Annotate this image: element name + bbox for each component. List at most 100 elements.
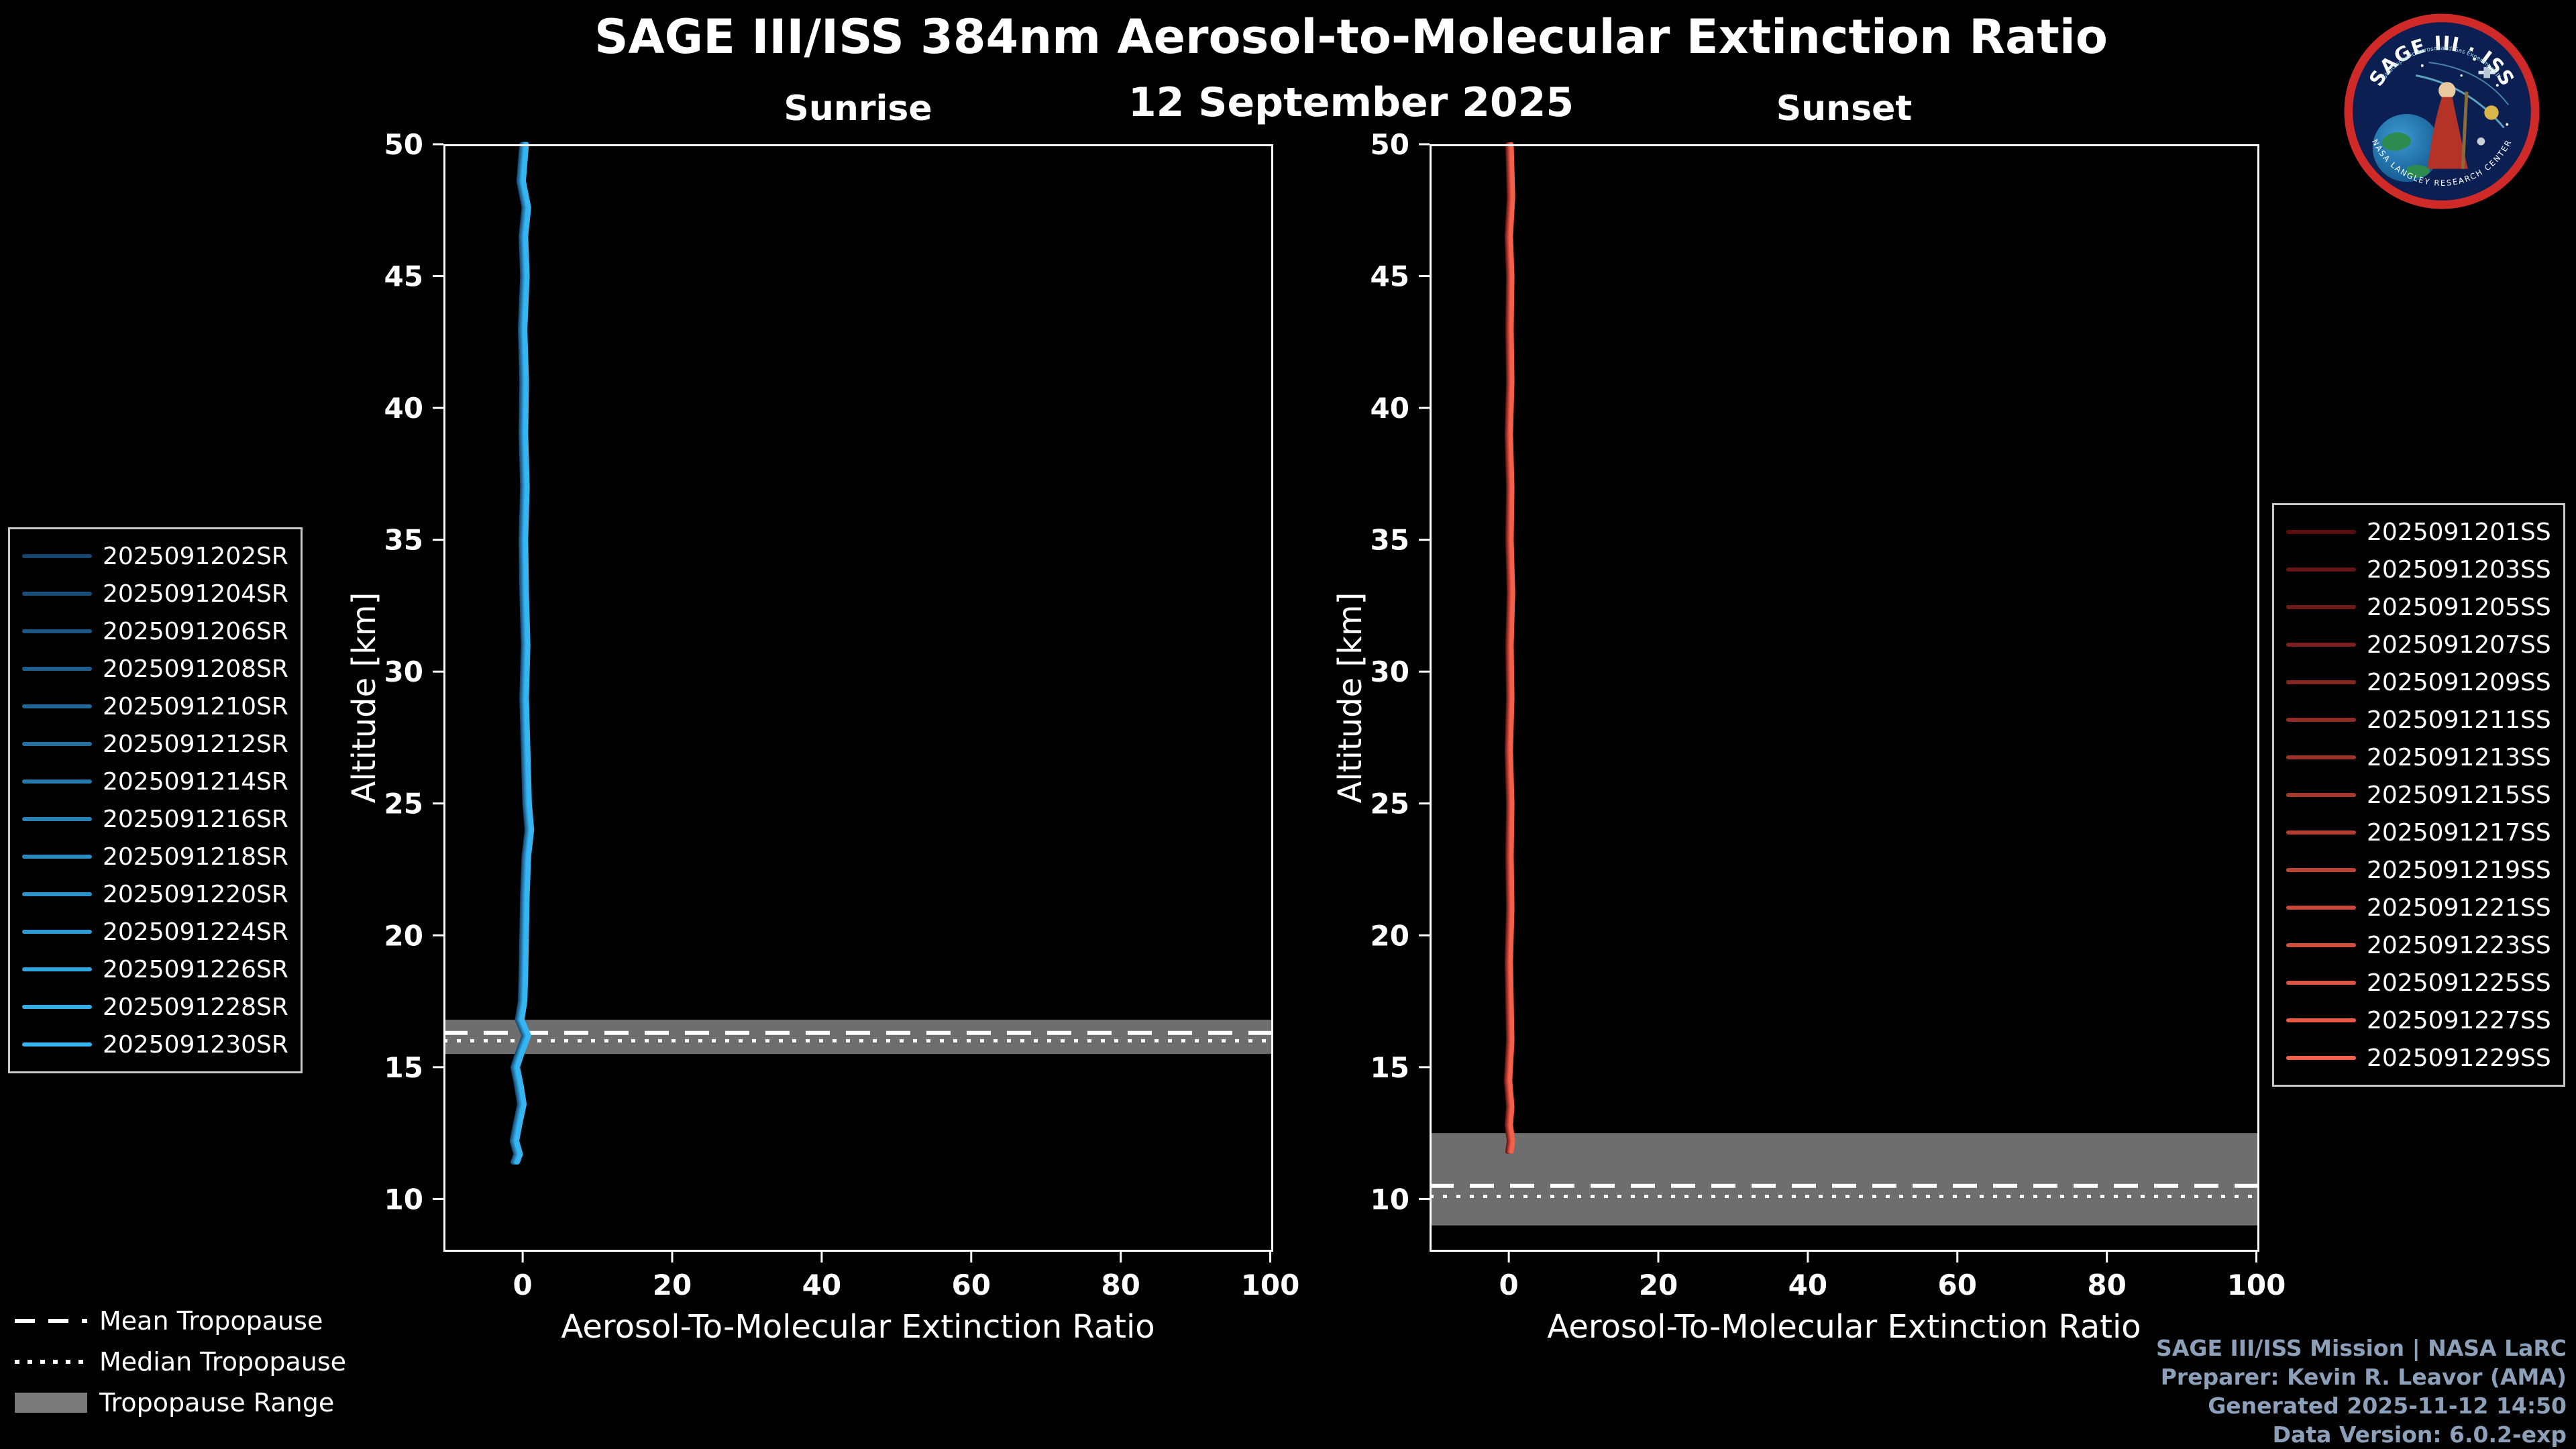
tropopause-range-band bbox=[1430, 1133, 2259, 1226]
legend-item: 2025091224SR bbox=[22, 913, 288, 951]
x-tick-label: 60 bbox=[952, 1269, 991, 1301]
legend-line-swatch bbox=[22, 742, 92, 746]
legend-item: 2025091204SR bbox=[22, 575, 288, 612]
x-tick-label: 20 bbox=[653, 1269, 692, 1301]
legend-line-swatch bbox=[22, 704, 92, 708]
legend-line-swatch bbox=[22, 667, 92, 671]
legend-label: 2025091208SR bbox=[103, 655, 288, 683]
credit-line: Generated 2025-11-12 14:50 bbox=[2208, 1393, 2567, 1419]
figure-title: SAGE III/ISS 384nm Aerosol-to-Molecular … bbox=[594, 9, 2108, 64]
legend-line-swatch bbox=[22, 554, 92, 558]
profile-line-2025091229SS bbox=[1508, 142, 1515, 1154]
panel-title-sunrise: Sunrise bbox=[784, 89, 932, 129]
plot-svg-sunrise: 0 20 40 60 80 100 10 15 20 25 30 35 40 45 50 bbox=[384, 128, 1300, 1301]
earth-landmass bbox=[2406, 164, 2430, 178]
y-tick-label: 40 bbox=[1371, 392, 1409, 425]
legend-item: 2025091210SR bbox=[22, 688, 288, 725]
y-tick-label: 30 bbox=[1371, 655, 1409, 688]
legend-line-swatch bbox=[2286, 1056, 2356, 1060]
x-axis-label-sunset: Aerosol-To-Molecular Extinction Ratio bbox=[1547, 1308, 2141, 1346]
star-icon bbox=[2420, 64, 2424, 67]
legend-line-swatch bbox=[2286, 906, 2356, 910]
y-tick-label: 40 bbox=[384, 392, 423, 425]
legend-label: 2025091225SS bbox=[2367, 969, 2551, 997]
y-tick-label: 25 bbox=[1371, 788, 1409, 820]
tropopause-legend-label: Mean Tropopause bbox=[99, 1305, 323, 1336]
legend-line-swatch bbox=[2286, 718, 2356, 722]
y-tick-label: 10 bbox=[1371, 1183, 1409, 1216]
legend-item: 2025091218SR bbox=[22, 838, 288, 875]
y-tick-label: 45 bbox=[384, 260, 423, 293]
legend-item: 2025091226SR bbox=[22, 951, 288, 988]
iss-icon bbox=[2478, 66, 2496, 78]
legend-line-swatch bbox=[22, 892, 92, 896]
median-tropopause-swatch bbox=[15, 1359, 87, 1364]
legend-label: 2025091214SR bbox=[103, 767, 288, 796]
legend-line-swatch bbox=[22, 967, 92, 971]
legend-label: 2025091216SR bbox=[103, 805, 288, 833]
sunrise-legend: 2025091202SR 2025091204SR 2025091206SR 2025… bbox=[8, 527, 303, 1073]
y-tick-label: 35 bbox=[384, 524, 423, 557]
earth-landmass bbox=[2381, 131, 2411, 151]
legend-line-swatch bbox=[22, 1005, 92, 1009]
sage-iss-logo: SAGE III · ISS Stratospheric Aerosol and… bbox=[2344, 13, 2540, 209]
legend-label: 2025091203SS bbox=[2367, 555, 2551, 584]
legend-label: 2025091202SR bbox=[103, 542, 288, 570]
legend-item: 2025091213SS bbox=[2286, 739, 2551, 776]
axes-frame bbox=[443, 144, 1273, 1252]
legend-line-swatch bbox=[2286, 568, 2356, 572]
tropopause-legend-label: Median Tropopause bbox=[99, 1346, 346, 1377]
x-tick-label: 0 bbox=[513, 1269, 533, 1301]
y-tick-label: 30 bbox=[384, 655, 423, 688]
legend-label: 2025091220SR bbox=[103, 880, 288, 908]
legend-label: 2025091207SS bbox=[2367, 631, 2551, 659]
legend-label: 2025091217SS bbox=[2367, 818, 2551, 847]
legend-item: 2025091209SS bbox=[2286, 663, 2551, 701]
legend-line-swatch bbox=[2286, 943, 2356, 947]
tropopause-range-band bbox=[443, 1020, 1273, 1055]
sage-iss-logo-badge: SAGE III · ISS Stratospheric Aerosol and… bbox=[2344, 13, 2540, 209]
legend-label: 2025091215SS bbox=[2367, 781, 2551, 809]
legend-line-swatch bbox=[22, 592, 92, 596]
legend-item: 2025091227SS bbox=[2286, 1002, 2551, 1039]
legend-item: 2025091220SR bbox=[22, 875, 288, 913]
credit-line: Data Version: 6.0.2-exp bbox=[2272, 1421, 2567, 1448]
profile-line-2025091230SR bbox=[515, 142, 535, 1165]
credit-line: Preparer: Kevin R. Leavor (AMA) bbox=[2160, 1364, 2567, 1390]
legend-label: 2025091223SS bbox=[2367, 931, 2551, 959]
figure-date: 12 September 2025 bbox=[1128, 79, 1574, 126]
star-icon bbox=[2506, 123, 2509, 126]
y-axis-label-sunset: Altitude [km] bbox=[1332, 592, 1369, 804]
legend-item: 2025091203SS bbox=[2286, 551, 2551, 588]
legend-line-swatch bbox=[2286, 680, 2356, 684]
legend-line-swatch bbox=[2286, 530, 2356, 534]
legend-label: 2025091205SS bbox=[2367, 593, 2551, 621]
legend-item: 2025091225SS bbox=[2286, 964, 2551, 1002]
sage-figure-icon bbox=[2427, 82, 2469, 169]
x-tick-label: 40 bbox=[1788, 1269, 1827, 1301]
credits: SAGE III/ISS Mission | NASA LaRC Prepare… bbox=[2156, 1334, 2567, 1449]
sunrise-plot: 0 20 40 60 80 100 10 15 20 25 30 35 40 45 50 bbox=[384, 128, 1300, 1301]
x-tick-label: 40 bbox=[802, 1269, 841, 1301]
legend-label: 2025091218SR bbox=[103, 843, 288, 871]
tropopause-legend: Mean Tropopause Median Tropopause Tropop… bbox=[15, 1300, 346, 1423]
star-icon bbox=[2496, 84, 2499, 87]
earth-icon bbox=[2372, 113, 2441, 182]
legend-label: 2025091201SS bbox=[2367, 518, 2551, 546]
tropopause-legend-item: Median Tropopause bbox=[15, 1341, 346, 1382]
legend-line-swatch bbox=[22, 629, 92, 633]
y-tick-label: 35 bbox=[1371, 524, 1409, 557]
legend-line-swatch bbox=[22, 855, 92, 859]
legend-item: 2025091223SS bbox=[2286, 926, 2551, 964]
moon-icon bbox=[2477, 137, 2485, 146]
legend-line-swatch bbox=[22, 780, 92, 784]
plot-svg-sunset: 0 20 40 60 80 100 10 15 20 25 30 35 40 45 50 bbox=[1371, 128, 2286, 1301]
y-tick-label: 45 bbox=[1371, 260, 1409, 293]
x-tick-label: 20 bbox=[1639, 1269, 1678, 1301]
legend-line-swatch bbox=[2286, 605, 2356, 609]
legend-line-swatch bbox=[2286, 793, 2356, 797]
legend-label: 2025091226SR bbox=[103, 955, 288, 983]
legend-label: 2025091227SS bbox=[2367, 1006, 2551, 1034]
legend-line-swatch bbox=[2286, 830, 2356, 835]
y-tick-label: 50 bbox=[384, 128, 423, 161]
